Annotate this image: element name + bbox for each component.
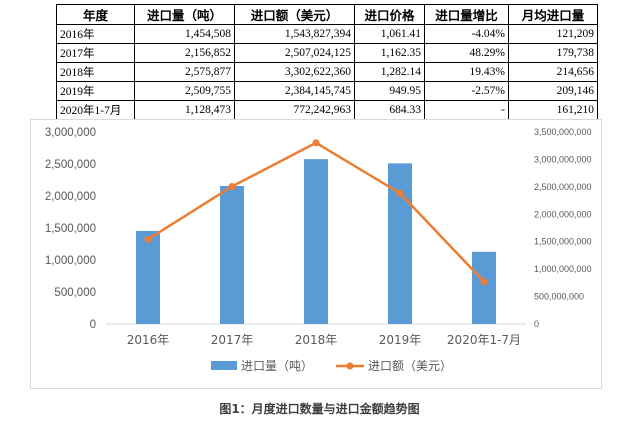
y-left-tick-label: 2,000,000 (45, 191, 96, 203)
table-cell: 2,509,755 (134, 81, 235, 101)
legend-line-marker (346, 362, 354, 370)
y-right-tick-label: 500,000,000 (534, 292, 584, 302)
x-tick-label: 2016年 (127, 333, 170, 347)
header-cell: 年度 (56, 4, 135, 25)
table-cell: 48.29% (424, 43, 509, 63)
table-cell: -2.57% (424, 81, 509, 101)
table-row: 2016年 1,454,508 1,543,827,394 1,061.41 -… (56, 24, 598, 44)
legend-bar-swatch (211, 361, 237, 370)
table-cell: 684.33 (354, 100, 425, 120)
y-left-tick-label: 0 (90, 319, 96, 331)
x-tick-label: 2018年 (295, 333, 338, 347)
header-cell: 进口价格 (354, 4, 425, 25)
y-right-tick-label: 3,500,000,000 (534, 127, 592, 137)
table-cell: -4.04% (424, 24, 509, 44)
bar (136, 230, 160, 324)
y-right-tick-label: 1,000,000,000 (534, 264, 592, 274)
table-cell: 1,128,473 (134, 100, 235, 120)
table-row: 2020年1-7月 1,128,473 772,242,963 684.33 -… (56, 100, 598, 120)
table-cell: 772,242,963 (234, 100, 355, 120)
header-cell: 月均进口量 (508, 4, 598, 25)
table-cell: 1,061.41 (354, 24, 425, 44)
table-cell: 2017年 (56, 43, 135, 63)
bar (220, 185, 244, 324)
table-row: 2018年 2,575,877 3,302,622,360 1,282.14 1… (56, 62, 598, 82)
table-cell: - (424, 100, 509, 120)
header-cell: 进口量增比 (424, 4, 509, 25)
line-point (228, 182, 236, 190)
y-left-tick-label: 1,500,000 (45, 223, 96, 235)
line-point (396, 189, 404, 197)
table-cell: 19.43% (424, 62, 509, 82)
table-cell: 2,575,877 (134, 62, 235, 82)
table-cell: 1,282.14 (354, 62, 425, 82)
line-point (144, 235, 152, 243)
combo-chart: 0 500,000 1,000,000 1,500,000 2,000,000 2,500… (45, 127, 592, 373)
table-cell: 2018年 (56, 62, 135, 82)
y-right-tick-label: 3,000,000,000 (534, 154, 592, 164)
y-left-tick-label: 1,000,000 (45, 255, 96, 267)
table-row: 2019年 2,509,755 2,384,145,745 949.95 -2.… (56, 81, 598, 101)
legend-label: 进口额（美元） (368, 359, 452, 373)
table-cell: 179,738 (508, 43, 598, 63)
bar (472, 251, 496, 324)
y-right-tick-label: 1,500,000,000 (534, 237, 592, 247)
figure-caption: 图1：月度进口数量与进口金额趋势图 (219, 402, 420, 416)
table-cell: 3,302,622,360 (234, 62, 355, 82)
x-tick-label: 2017年 (211, 333, 254, 347)
x-tick-label: 2020年1-7月 (447, 333, 521, 347)
table-cell: 2,384,145,745 (234, 81, 355, 101)
table-cell: 1,162.35 (354, 43, 425, 63)
bar (304, 159, 328, 324)
table-cell: 121,209 (508, 24, 598, 44)
table-cell: 2020年1-7月 (56, 100, 135, 120)
table-cell: 1,454,508 (134, 24, 235, 44)
y-left-tick-label: 500,000 (54, 287, 96, 299)
header-cell: 进口量（吨） (134, 4, 235, 25)
y-left-tick-label: 2,500,000 (45, 159, 96, 171)
header-cell: 进口额（美元） (234, 4, 355, 25)
y-right-tick-label: 2,500,000,000 (534, 182, 592, 192)
x-tick-label: 2019年 (379, 333, 422, 347)
table-cell: 1,543,827,394 (234, 24, 355, 44)
table-row: 2017年 2,156,852 2,507,024,125 1,162.35 4… (56, 43, 598, 63)
table-cell: 2016年 (56, 24, 135, 44)
chart-container: 0 500,000 1,000,000 1,500,000 2,000,000 2,500… (30, 119, 602, 389)
table-cell: 209,146 (508, 81, 598, 101)
y-left-tick-label: 3,000,000 (45, 127, 96, 139)
table-cell: 2,507,024,125 (234, 43, 355, 63)
legend-label: 进口量（吨） (241, 359, 313, 373)
y-right-tick-label: 0 (534, 319, 539, 329)
table-cell: 2,156,852 (134, 43, 235, 63)
y-right-tick-label: 2,000,000,000 (534, 209, 592, 219)
table-cell: 161,210 (508, 100, 598, 120)
table-cell: 2019年 (56, 81, 135, 101)
line-point (480, 278, 488, 286)
table-cell: 949.95 (354, 81, 425, 101)
line-point (312, 139, 320, 147)
table-header-row: 年度 进口量（吨） 进口额（美元） 进口价格 进口量增比 月均进口量 (56, 4, 598, 25)
import-data-table: 年度 进口量（吨） 进口额（美元） 进口价格 进口量增比 月均进口量 2016年… (56, 4, 598, 120)
table-cell: 214,656 (508, 62, 598, 82)
